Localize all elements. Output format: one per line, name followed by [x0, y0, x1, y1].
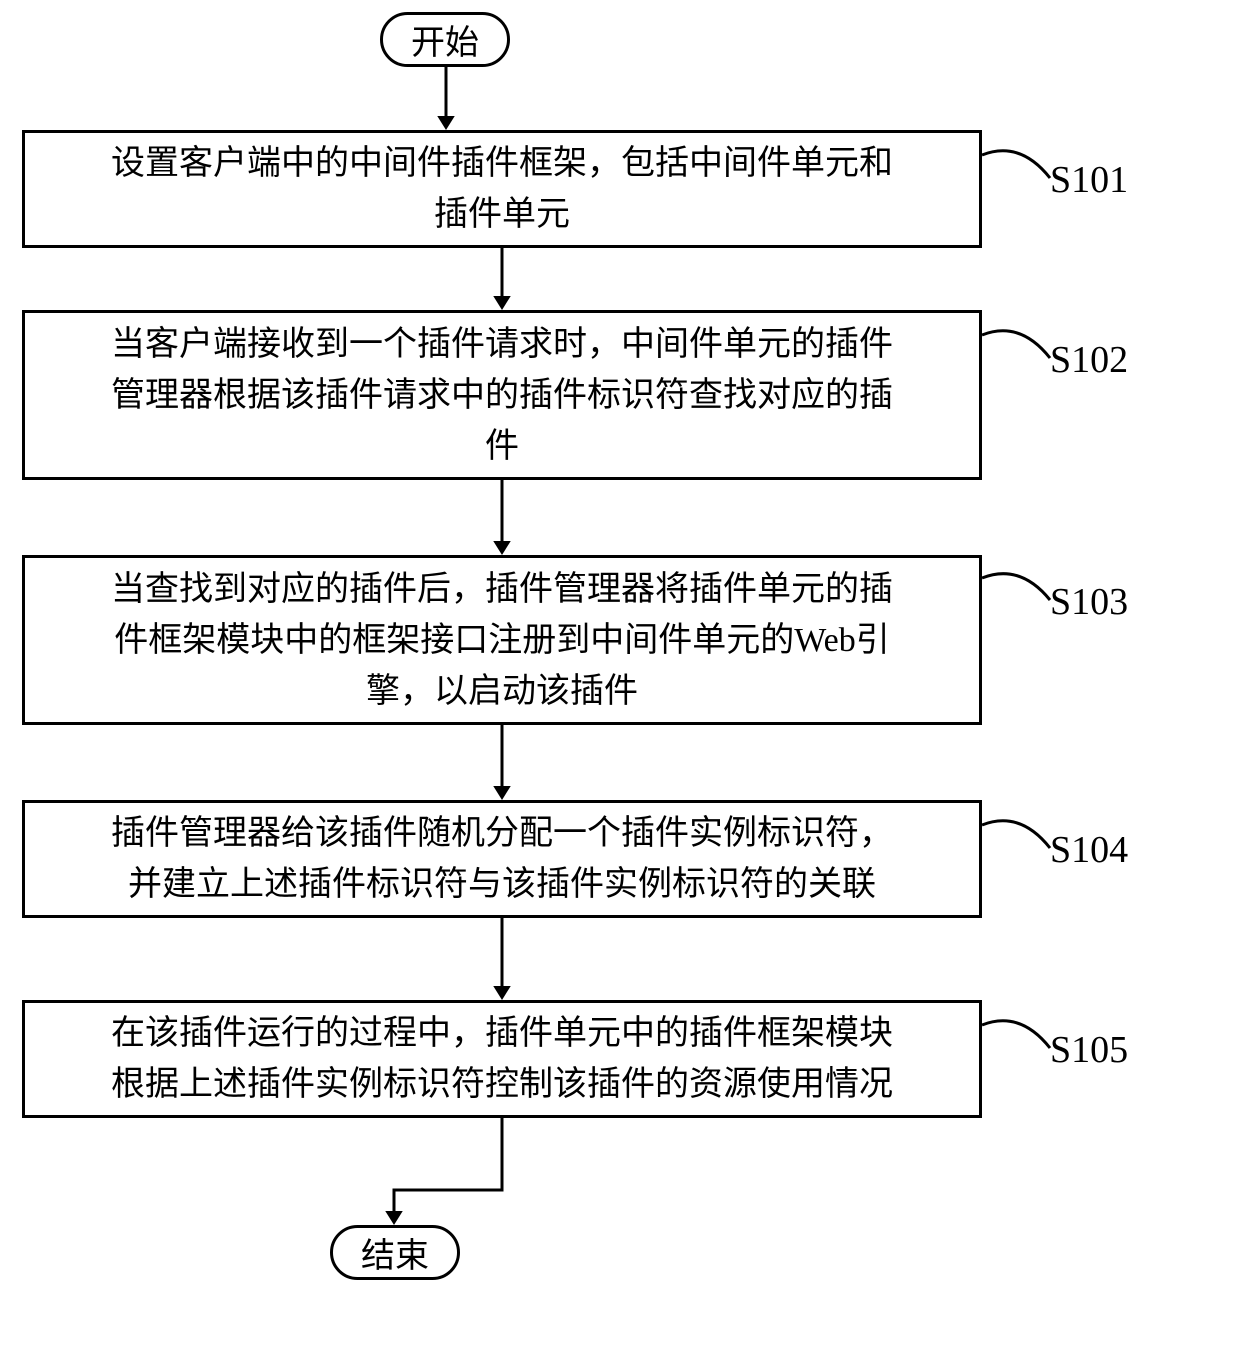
step-label-s104: S104 — [1050, 828, 1128, 872]
node-start: 开始 — [380, 12, 510, 67]
node-s101: 设置客户端中的中间件插件框架，包括中间件单元和插件单元 — [22, 130, 982, 248]
node-end: 结束 — [330, 1225, 460, 1280]
node-text: 当查找到对应的插件后，插件管理器将插件单元的插件框架模块中的框架接口注册到中间件… — [111, 564, 893, 717]
node-text: 开始 — [411, 15, 479, 64]
node-text: 当客户端接收到一个插件请求时，中间件单元的插件管理器根据该插件请求中的插件标识符… — [111, 319, 893, 472]
step-label-s103: S103 — [1050, 580, 1128, 624]
node-s104: 插件管理器给该插件随机分配一个插件实例标识符，并建立上述插件标识符与该插件实例标… — [22, 800, 982, 918]
step-label-s102: S102 — [1050, 338, 1128, 382]
step-label-s105: S105 — [1050, 1028, 1128, 1072]
node-text: 结束 — [361, 1228, 429, 1277]
node-s103: 当查找到对应的插件后，插件管理器将插件单元的插件框架模块中的框架接口注册到中间件… — [22, 555, 982, 725]
flowchart-canvas: 开始设置客户端中的中间件插件框架，包括中间件单元和插件单元 S101 当客户端接收到… — [0, 0, 1240, 1367]
step-label-s101: S101 — [1050, 158, 1128, 202]
node-text: 设置客户端中的中间件插件框架，包括中间件单元和插件单元 — [111, 138, 893, 240]
node-text: 插件管理器给该插件随机分配一个插件实例标识符，并建立上述插件标识符与该插件实例标… — [111, 808, 893, 910]
node-text: 在该插件运行的过程中，插件单元中的插件框架模块根据上述插件实例标识符控制该插件的… — [111, 1008, 893, 1110]
node-s102: 当客户端接收到一个插件请求时，中间件单元的插件管理器根据该插件请求中的插件标识符… — [22, 310, 982, 480]
node-s105: 在该插件运行的过程中，插件单元中的插件框架模块根据上述插件实例标识符控制该插件的… — [22, 1000, 982, 1118]
